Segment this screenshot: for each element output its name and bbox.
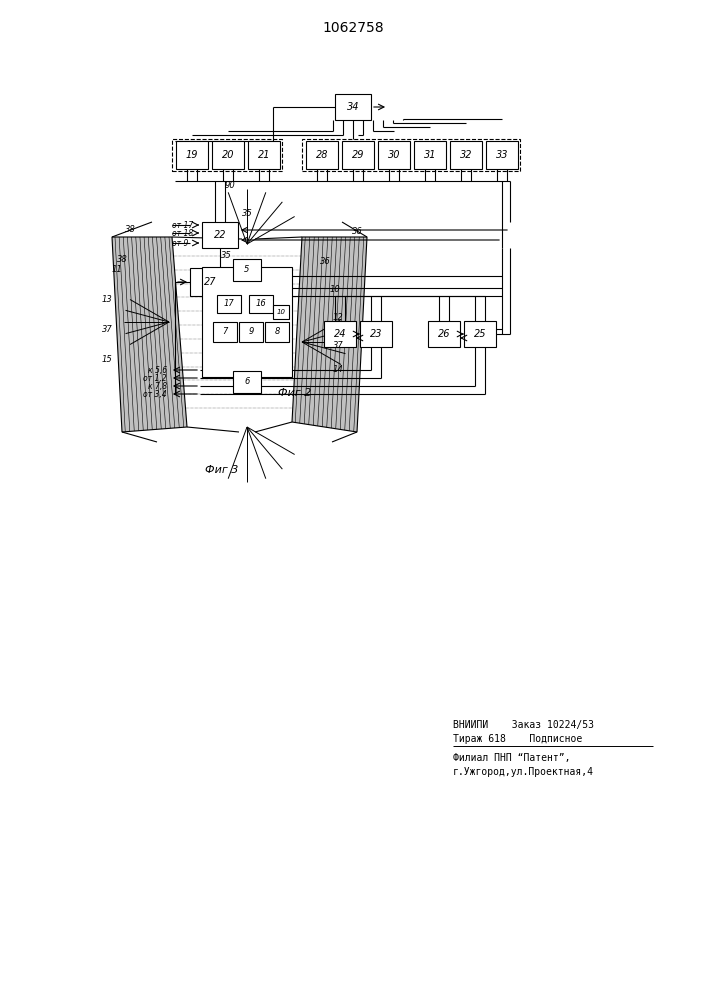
Bar xyxy=(190,268,230,296)
Polygon shape xyxy=(112,237,187,432)
Bar xyxy=(217,295,241,313)
Bar xyxy=(306,141,338,169)
Bar xyxy=(273,305,289,319)
Text: Тираж 618    Подписное: Тираж 618 Подписное xyxy=(453,734,583,744)
Text: 38: 38 xyxy=(117,255,127,264)
Text: 90: 90 xyxy=(225,180,235,190)
Bar xyxy=(212,141,244,169)
Bar xyxy=(486,141,518,169)
Bar xyxy=(360,321,392,347)
Bar xyxy=(249,295,273,313)
Text: 10: 10 xyxy=(329,286,340,294)
Polygon shape xyxy=(292,237,367,432)
Text: к 5,6: к 5,6 xyxy=(148,365,167,374)
Text: 16: 16 xyxy=(256,300,267,308)
Text: от 9: от 9 xyxy=(172,238,188,247)
Text: 33: 33 xyxy=(496,150,508,160)
Bar xyxy=(248,141,280,169)
Bar xyxy=(464,321,496,347)
Text: от 3,4: от 3,4 xyxy=(144,389,167,398)
Text: 12: 12 xyxy=(332,314,344,322)
Text: 34: 34 xyxy=(346,102,359,112)
Bar xyxy=(324,321,356,347)
Text: 32: 32 xyxy=(460,150,472,160)
Text: 11: 11 xyxy=(112,265,122,274)
Text: 13: 13 xyxy=(102,296,112,304)
Text: 26: 26 xyxy=(438,329,450,339)
Text: 17: 17 xyxy=(223,300,235,308)
Text: 31: 31 xyxy=(423,150,436,160)
Text: 38: 38 xyxy=(124,226,135,234)
Text: г.Ужгород,ул.Проектная,4: г.Ужгород,ул.Проектная,4 xyxy=(453,767,594,777)
Text: 36: 36 xyxy=(351,228,363,236)
Text: 9: 9 xyxy=(248,328,254,336)
Text: к 7,8: к 7,8 xyxy=(148,381,167,390)
Bar xyxy=(428,321,460,347)
Text: 28: 28 xyxy=(316,150,328,160)
Bar xyxy=(239,322,263,342)
Text: 7: 7 xyxy=(222,328,228,336)
Text: 24: 24 xyxy=(334,329,346,339)
Text: ВНИИПИ    Заказ 10224/53: ВНИИПИ Заказ 10224/53 xyxy=(453,720,594,730)
Text: Фиг 3: Фиг 3 xyxy=(205,465,239,475)
Bar xyxy=(176,141,208,169)
Text: от 1,2: от 1,2 xyxy=(144,373,167,382)
Text: 35: 35 xyxy=(242,210,252,219)
Text: 14: 14 xyxy=(332,365,344,374)
Bar xyxy=(202,267,292,377)
Text: 29: 29 xyxy=(352,150,364,160)
Text: 15: 15 xyxy=(102,356,112,364)
Bar xyxy=(233,371,261,393)
Text: 25: 25 xyxy=(474,329,486,339)
Text: от 17: от 17 xyxy=(172,221,193,230)
Text: 37: 37 xyxy=(102,326,112,334)
Text: 36: 36 xyxy=(320,257,330,266)
Text: 19: 19 xyxy=(186,150,198,160)
Text: 37: 37 xyxy=(332,340,344,350)
Text: 20: 20 xyxy=(222,150,234,160)
Bar xyxy=(414,141,446,169)
Bar xyxy=(172,139,282,171)
Text: 5: 5 xyxy=(245,265,250,274)
Text: 10: 10 xyxy=(276,309,286,315)
Text: 6: 6 xyxy=(245,377,250,386)
Text: 23: 23 xyxy=(370,329,382,339)
Bar xyxy=(302,139,520,171)
Text: от 18: от 18 xyxy=(172,229,193,237)
Text: 1062758: 1062758 xyxy=(322,21,384,35)
Text: Филиал ПНП “Патент”,: Филиал ПНП “Патент”, xyxy=(453,753,571,763)
Bar xyxy=(265,322,289,342)
Bar xyxy=(342,141,374,169)
Text: 21: 21 xyxy=(258,150,270,160)
Text: 35: 35 xyxy=(221,250,231,259)
Text: 8: 8 xyxy=(274,328,280,336)
Bar xyxy=(378,141,410,169)
Text: Фиг 2: Фиг 2 xyxy=(279,388,312,398)
Bar xyxy=(233,259,261,281)
Bar xyxy=(213,322,237,342)
Bar xyxy=(450,141,482,169)
Bar xyxy=(202,222,238,248)
Text: 22: 22 xyxy=(214,230,226,240)
Text: 30: 30 xyxy=(387,150,400,160)
Text: 27: 27 xyxy=(204,277,216,287)
Bar xyxy=(335,94,371,120)
